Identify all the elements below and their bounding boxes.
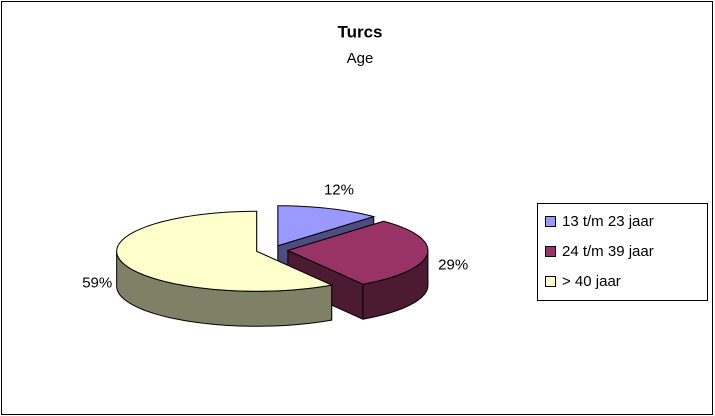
slice bbox=[116, 210, 334, 292]
chart-title: Turcs bbox=[337, 22, 382, 41]
data-label: 59% bbox=[82, 275, 112, 292]
legend-swatch bbox=[545, 216, 556, 227]
legend-swatch bbox=[545, 276, 556, 287]
legend-label: 24 t/m 39 jaar bbox=[562, 243, 654, 260]
slice bbox=[286, 220, 429, 285]
legend-label: > 40 jaar bbox=[562, 273, 621, 290]
legend-swatch bbox=[545, 246, 556, 257]
data-label: 29% bbox=[438, 256, 468, 273]
legend-label: 13 t/m 23 jaar bbox=[562, 213, 654, 230]
data-label: 12% bbox=[324, 181, 354, 198]
chart-subtitle: Age bbox=[347, 50, 374, 67]
legend-box bbox=[537, 203, 708, 301]
slice bbox=[277, 205, 376, 247]
